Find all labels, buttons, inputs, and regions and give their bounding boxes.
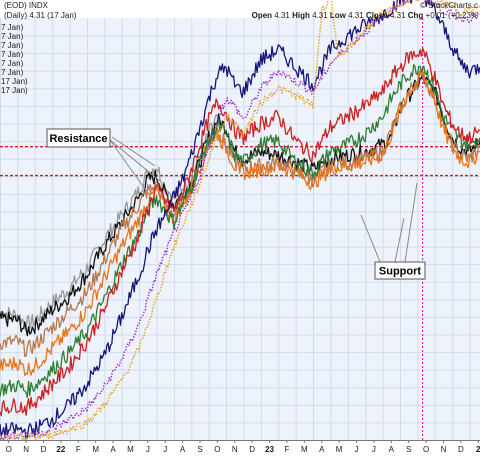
x-tick-label: N [23,445,29,454]
x-tick-label: A [180,445,186,454]
resistance-box [46,128,111,148]
x-tick-label: O [423,445,429,454]
resistance-label: Resistance [49,133,107,145]
x-tick-label: J [355,445,359,454]
legend-entry: 7 Jan) [1,32,24,41]
ohlc-value: 4.31 [348,11,364,20]
ohlc-label: Chg [406,11,426,20]
series-line-5 [0,64,480,399]
x-tick-label: F [285,445,290,454]
legend-entry: 7 Jan) [1,50,24,59]
ohlc-label: Low [328,11,348,20]
legend-entry: 7 Jan) [1,23,24,32]
daily-value: (Daily) 4.31 (17 Jan) [4,11,77,20]
x-tick-label: S [197,445,202,454]
x-tick-label: A [389,445,395,454]
ohlc-value: 4.31 [390,11,406,20]
resistance-pointer-1 [109,139,151,197]
x-tick-label: J [372,445,376,454]
x-tick-label: M [127,445,134,454]
ohlc-label: Open [252,11,275,20]
series-line-7 [0,0,480,440]
x-tick-label: J [163,445,167,454]
series-line-3 [0,68,480,358]
ohlc-value: +0.01 (+0.23% [426,11,478,20]
x-tick-label: A [319,445,325,454]
x-tick-label: D [458,445,464,454]
ohlc-value: 4.31 [312,11,328,20]
x-tick-label: 22 [56,445,65,454]
legend-entry: 7 Jan) [1,41,24,50]
resistance-pointer-2 [109,139,161,182]
x-tick-label: 2 [476,445,480,454]
x-tick-label: M [301,445,308,454]
x-axis: O N D 22 F M A M J J A S O N D 23 F M A M J J A S O N D 2 [0,440,480,454]
x-tick-label: J [146,445,150,454]
support-pointer-3 [404,182,418,263]
legend: 7 Jan)7 Jan)7 Jan)7 Jan)7 Jan)7 Jan)17 J… [1,23,28,95]
ohlc-label: Close [364,11,390,20]
ohlc-label: High [290,11,312,20]
callouts: Resistance Support [46,128,426,280]
x-tick-label: N [232,445,238,454]
ohlc-readout: Open 4.31 High 4.31 Low 4.31 Close 4.31 … [252,11,478,20]
legend-entry: 7 Jan) [1,68,24,77]
ohlc-value: 4.31 [274,11,290,20]
x-tick-label: O [6,445,12,454]
x-tick-label: 23 [265,445,274,454]
watermark: © StockCharts.c [420,1,478,10]
x-tick-label: O [214,445,220,454]
x-tick-label: F [76,445,81,454]
resistance-pointer-3 [111,136,156,167]
series-line-6 [0,47,480,417]
legend-entry: 17 Jan) [1,77,28,86]
series-line-4 [0,70,480,376]
support-label: Support [379,266,421,278]
x-tick-label: D [41,445,47,454]
x-tick-label: M [92,445,99,454]
x-tick-label: A [110,445,116,454]
x-tick-label: M [336,445,343,454]
support-pointer-2 [394,217,405,263]
legend-entry: 17 Jan) [1,86,28,95]
support-box [374,261,426,280]
symbol-line: (EOD) INDX [4,1,49,10]
chart-header: (EOD) INDX (Daily) 4.31 (17 Jan) © Stock… [4,1,478,20]
legend-entry: 7 Jan) [1,59,24,68]
x-tick-label: S [406,445,411,454]
grid-lines [0,18,480,440]
x-tick-label: N [441,445,447,454]
support-pointer-1 [360,214,381,263]
series-lines [0,0,480,442]
x-tick-label: D [249,445,255,454]
